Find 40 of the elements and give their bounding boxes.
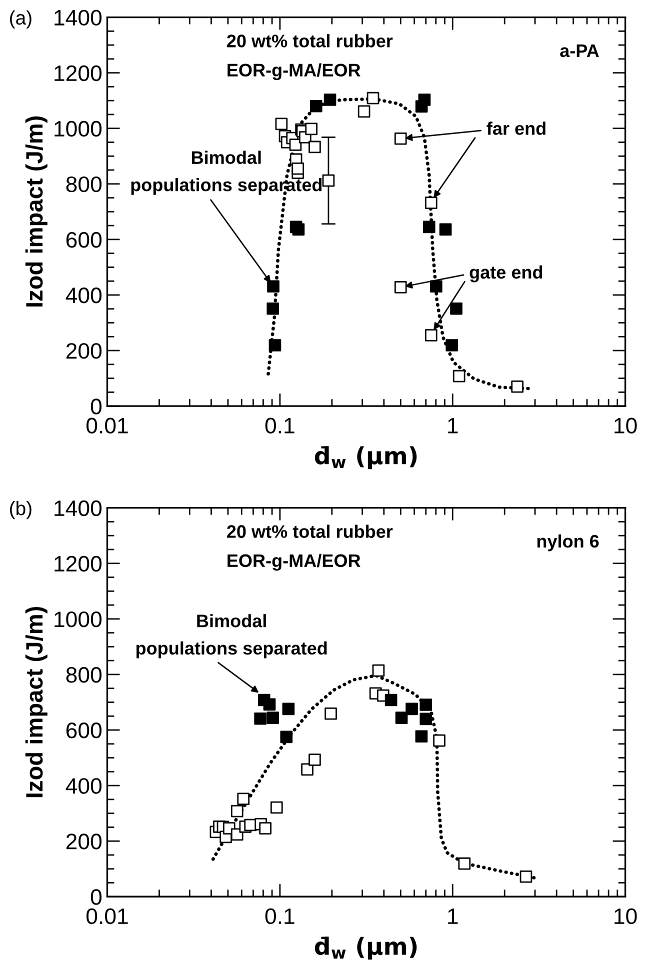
x-tick-label: 10	[614, 908, 637, 924]
x-tick-label: 0.1	[265, 908, 294, 924]
annotation: far end	[486, 122, 546, 135]
y-tick-label: 600	[66, 722, 102, 738]
y-tick-label: 1400	[54, 500, 102, 516]
y-tick-label: 1000	[54, 120, 102, 137]
y-tick-label: 0	[90, 889, 102, 905]
y-axis-title: Izod impact (J/m)	[25, 606, 48, 798]
y-tick-label: 1000	[54, 611, 102, 628]
x-tick-label: 10	[614, 418, 637, 434]
y-tick-label: 200	[66, 343, 102, 359]
x-tick-label: 1	[448, 418, 458, 434]
x-tick-label: 0.01	[86, 418, 128, 434]
y-tick-label: 0	[90, 398, 102, 414]
y-tick-label: 400	[66, 288, 102, 304]
y-tick-label: 800	[66, 667, 102, 683]
annotation: Bimodal populations separated	[136, 614, 327, 658]
x-tick-label: 0.01	[86, 908, 128, 924]
y-tick-label: 600	[66, 232, 102, 248]
x-axis-title: d̄$_{w}$ (μm)	[314, 446, 417, 470]
x-tick-label: 0.1	[265, 418, 294, 434]
annotation: a-PA	[560, 44, 599, 58]
x-axis-title: d̄$_{w}$ (μm)	[314, 936, 417, 960]
annotation: 20 wt% total rubber	[227, 524, 393, 538]
y-tick-label: 800	[66, 176, 102, 192]
annotation: EOR-g-MA/EOR	[228, 63, 360, 80]
annotation: 20 wt% total rubber	[227, 34, 393, 48]
x-tick-label: 1	[448, 908, 458, 924]
y-tick-label: 1200	[54, 556, 102, 572]
y-axis-title: Izod impact (J/m)	[25, 116, 48, 307]
y-tick-label: 400	[66, 778, 102, 794]
annotation: gate end	[470, 265, 542, 282]
annotation: Bimodal populations separated	[131, 150, 322, 195]
y-tick-label: 200	[66, 834, 102, 850]
annotation: EOR-g-MA/EOR	[228, 554, 360, 571]
chart-title: (b)	[10, 500, 32, 520]
chart-title: (a)	[10, 10, 32, 29]
y-tick-label: 1400	[54, 10, 102, 26]
annotation: nylon 6	[537, 534, 599, 552]
y-tick-label: 1200	[54, 65, 102, 82]
